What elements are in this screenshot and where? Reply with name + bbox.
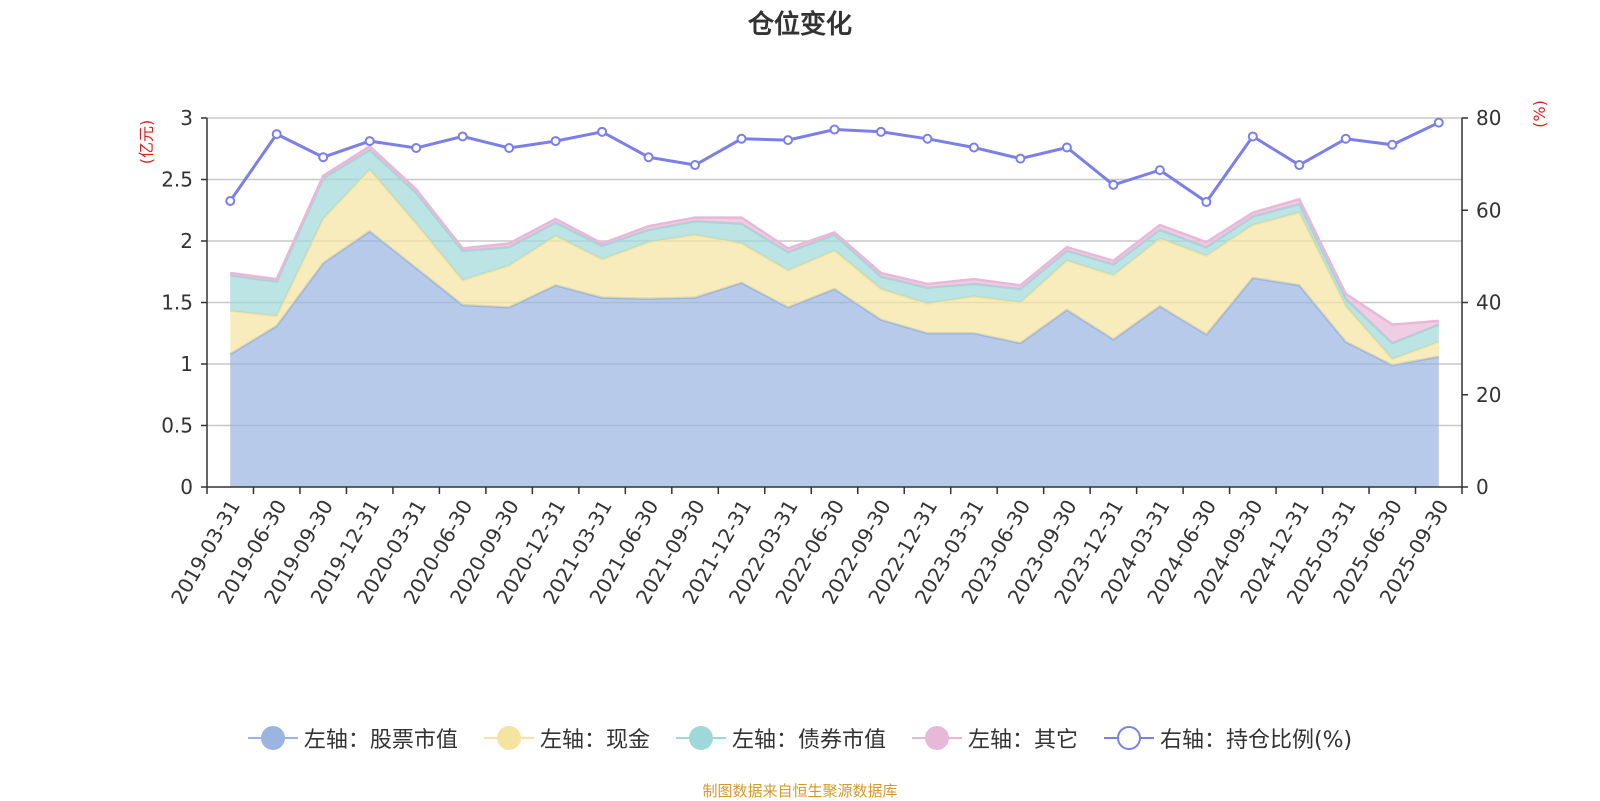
legend-dot-icon: [247, 725, 298, 751]
legend-item[interactable]: 左轴：股票市值: [247, 722, 458, 754]
legend-ring-icon: [1103, 725, 1154, 751]
ratio-point: [736, 133, 747, 144]
left-tick-label: 0.5: [161, 414, 193, 438]
ratio-point: [968, 142, 979, 153]
ratio-point: [597, 126, 608, 137]
ratio-point: [411, 142, 422, 153]
ratio-point: [318, 152, 329, 163]
ratio-point: [457, 131, 468, 142]
legend-label: 左轴：股票市值: [303, 728, 458, 753]
ratio-point: [504, 142, 515, 153]
legend: 左轴：股票市值 左轴：现金 左轴：债券市值 左轴：其它 右轴：持仓比例(%): [0, 722, 1600, 754]
ratio-point: [1387, 139, 1398, 150]
left-tick-label: 1.5: [161, 291, 193, 315]
ratio-point: [875, 126, 886, 137]
chart-title: 仓位变化: [747, 10, 852, 40]
right-tick-label: 20: [1476, 383, 1501, 407]
ratio-point: [829, 124, 840, 135]
legend-label: 左轴：债券市值: [731, 728, 886, 753]
left-tick-label: 0: [180, 475, 193, 499]
area-1: [230, 231, 1439, 487]
ratio-point: [1154, 165, 1165, 176]
area-3: [230, 150, 1439, 360]
ratio-point: [922, 133, 933, 144]
ratio-point: [1294, 160, 1305, 171]
left-tick-label: 2.5: [161, 168, 193, 192]
ratio-point: [225, 196, 236, 207]
right-tick-label: 60: [1476, 198, 1501, 222]
legend-item[interactable]: 左轴：现金: [483, 722, 650, 754]
ratio-point: [690, 160, 701, 171]
ratio-point: [1247, 131, 1258, 142]
left-tick-label: 1: [180, 352, 193, 376]
ratio-point: [1108, 179, 1119, 190]
ratio-point: [1433, 117, 1444, 128]
ratio-point: [1015, 153, 1026, 164]
right-tick-label: 0: [1476, 475, 1489, 499]
legend-item[interactable]: 左轴：债券市值: [675, 722, 886, 754]
ratio-point: [364, 136, 375, 147]
right-tick-label: 40: [1476, 291, 1501, 315]
area-2: [230, 169, 1439, 366]
right-tick-label: 80: [1476, 106, 1501, 130]
legend-label: 左轴：其它: [967, 728, 1078, 753]
legend-label: 左轴：现金: [539, 728, 650, 753]
ratio-point: [643, 152, 654, 163]
ratio-point: [1061, 142, 1072, 153]
ratio-point: [783, 135, 794, 146]
ratio-line: [225, 117, 1444, 207]
legend-label: 右轴：持仓比例(%): [1159, 728, 1353, 753]
source-note: 制图数据来自恒生聚源数据库: [702, 782, 898, 800]
ratio-point: [1201, 196, 1212, 207]
left-tick-label: 2: [180, 229, 193, 253]
legend-dot-icon: [911, 725, 962, 751]
legend-item[interactable]: 右轴：持仓比例(%): [1103, 722, 1353, 754]
left-axis-unit: (亿元): [137, 120, 156, 165]
right-axis-unit: (%): [1530, 100, 1549, 128]
stacked-areas: [229, 144, 1440, 487]
legend-dot-icon: [483, 725, 534, 751]
ratio-point: [550, 136, 561, 147]
left-tick-label: 3: [180, 106, 193, 130]
ratio-point: [1340, 133, 1351, 144]
legend-item[interactable]: 左轴：其它: [911, 722, 1078, 754]
area-edge-4: [230, 144, 1439, 326]
legend-dot-icon: [675, 725, 726, 751]
ratio-point: [271, 129, 282, 140]
